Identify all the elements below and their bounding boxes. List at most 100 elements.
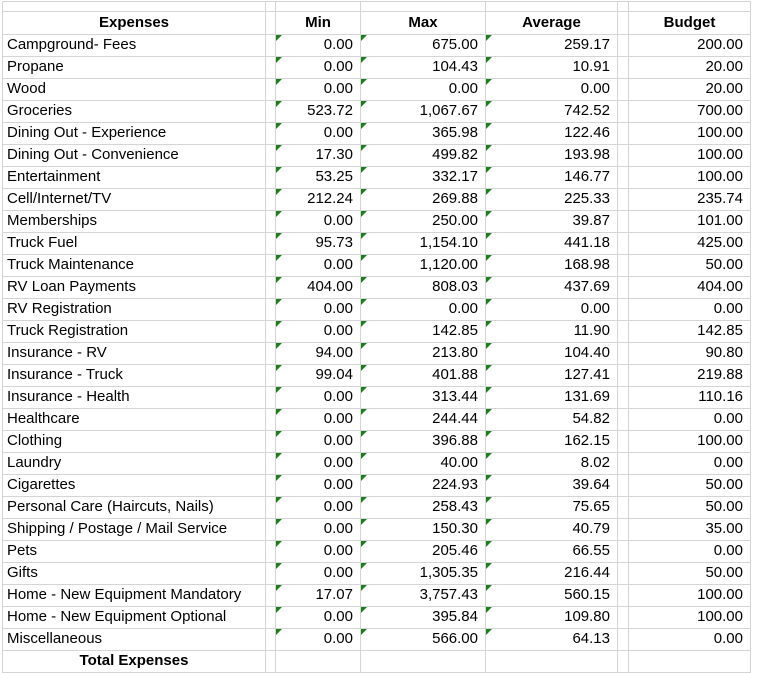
average-cell[interactable]: 127.41 (486, 365, 618, 387)
gap-cell[interactable] (266, 409, 276, 431)
min-cell[interactable]: 0.00 (276, 519, 361, 541)
max-cell[interactable]: 250.00 (361, 211, 486, 233)
average-cell[interactable]: 109.80 (486, 607, 618, 629)
min-cell[interactable]: 0.00 (276, 255, 361, 277)
gap-cell[interactable] (618, 453, 629, 475)
gap-cell[interactable] (618, 541, 629, 563)
gap-cell[interactable] (266, 563, 276, 585)
gap-cell[interactable] (266, 365, 276, 387)
average-cell[interactable]: 0.00 (486, 79, 618, 101)
min-cell[interactable]: 0.00 (276, 431, 361, 453)
budget-cell[interactable]: 100.00 (629, 607, 751, 629)
budget-cell[interactable]: 90.80 (629, 343, 751, 365)
expense-label-cell[interactable]: Propane (3, 57, 266, 79)
filler-cell[interactable] (276, 2, 361, 12)
expense-label-cell[interactable]: Insurance - RV (3, 343, 266, 365)
budget-cell[interactable]: 100.00 (629, 431, 751, 453)
expense-label-cell[interactable]: Shipping / Postage / Mail Service (3, 519, 266, 541)
gap-cell[interactable] (618, 431, 629, 453)
expense-label-cell[interactable]: Cigarettes (3, 475, 266, 497)
average-cell[interactable]: 104.40 (486, 343, 618, 365)
min-cell[interactable]: 0.00 (276, 299, 361, 321)
average-cell[interactable]: 216.44 (486, 563, 618, 585)
max-cell[interactable]: 142.85 (361, 321, 486, 343)
budget-cell[interactable]: 101.00 (629, 211, 751, 233)
gap-cell[interactable] (266, 255, 276, 277)
budget-cell[interactable]: 100.00 (629, 167, 751, 189)
expense-label-cell[interactable]: Entertainment (3, 167, 266, 189)
average-cell[interactable]: 39.87 (486, 211, 618, 233)
budget-cell[interactable]: 100.00 (629, 585, 751, 607)
expense-label-cell[interactable]: Pets (3, 541, 266, 563)
min-cell[interactable]: 0.00 (276, 409, 361, 431)
total-expenses-cell[interactable]: Total Expenses (3, 651, 266, 673)
max-cell[interactable]: 1,305.35 (361, 563, 486, 585)
min-cell[interactable]: 212.24 (276, 189, 361, 211)
average-cell[interactable]: 131.69 (486, 387, 618, 409)
average-cell[interactable]: 10.91 (486, 57, 618, 79)
min-cell[interactable]: 99.04 (276, 365, 361, 387)
max-cell[interactable]: 205.46 (361, 541, 486, 563)
budget-cell[interactable]: 100.00 (629, 145, 751, 167)
max-cell[interactable]: 3,757.43 (361, 585, 486, 607)
budget-cell[interactable]: 200.00 (629, 35, 751, 57)
filler-cell[interactable] (361, 2, 486, 12)
average-cell[interactable]: 259.17 (486, 35, 618, 57)
filler-cell[interactable] (629, 2, 751, 12)
max-cell[interactable]: 1,154.10 (361, 233, 486, 255)
min-cell[interactable]: 0.00 (276, 563, 361, 585)
gap-cell[interactable] (266, 145, 276, 167)
header-cell-average[interactable]: Average (486, 12, 618, 35)
budget-cell[interactable]: 404.00 (629, 277, 751, 299)
gap-cell[interactable] (266, 79, 276, 101)
gap-cell[interactable] (618, 167, 629, 189)
header-cell-max[interactable]: Max (361, 12, 486, 35)
gap-cell[interactable] (266, 431, 276, 453)
average-cell[interactable]: 742.52 (486, 101, 618, 123)
budget-cell[interactable]: 110.16 (629, 387, 751, 409)
header-cell-min[interactable]: Min (276, 12, 361, 35)
budget-cell[interactable]: 50.00 (629, 475, 751, 497)
min-cell[interactable]: 0.00 (276, 541, 361, 563)
average-cell[interactable]: 40.79 (486, 519, 618, 541)
expense-label-cell[interactable]: Groceries (3, 101, 266, 123)
gap-cell[interactable] (266, 233, 276, 255)
gap-cell[interactable] (266, 607, 276, 629)
budget-cell[interactable]: 235.74 (629, 189, 751, 211)
expense-label-cell[interactable]: Truck Registration (3, 321, 266, 343)
average-cell[interactable]: 162.15 (486, 431, 618, 453)
gap-cell[interactable] (618, 233, 629, 255)
gap-cell[interactable] (618, 629, 629, 651)
max-cell[interactable]: 675.00 (361, 35, 486, 57)
budget-cell[interactable]: 100.00 (629, 123, 751, 145)
min-cell[interactable]: 94.00 (276, 343, 361, 365)
min-cell[interactable]: 0.00 (276, 475, 361, 497)
gap-cell[interactable] (266, 629, 276, 651)
total-average-cell[interactable] (486, 651, 618, 673)
gap-cell[interactable] (618, 189, 629, 211)
gap-cell[interactable] (618, 277, 629, 299)
gap-cell[interactable] (618, 607, 629, 629)
budget-cell[interactable]: 20.00 (629, 57, 751, 79)
min-cell[interactable]: 0.00 (276, 211, 361, 233)
expense-label-cell[interactable]: Truck Fuel (3, 233, 266, 255)
min-cell[interactable]: 0.00 (276, 321, 361, 343)
min-cell[interactable]: 0.00 (276, 79, 361, 101)
min-cell[interactable]: 17.30 (276, 145, 361, 167)
expense-label-cell[interactable]: Gifts (3, 563, 266, 585)
gap-cell[interactable] (266, 453, 276, 475)
min-cell[interactable]: 0.00 (276, 629, 361, 651)
max-cell[interactable]: 313.44 (361, 387, 486, 409)
gap-cell[interactable] (618, 409, 629, 431)
gap-cell[interactable] (618, 12, 629, 35)
min-cell[interactable]: 17.07 (276, 585, 361, 607)
expense-label-cell[interactable]: Home - New Equipment Mandatory (3, 585, 266, 607)
min-cell[interactable]: 0.00 (276, 123, 361, 145)
budget-cell[interactable]: 50.00 (629, 497, 751, 519)
budget-cell[interactable]: 0.00 (629, 541, 751, 563)
expense-label-cell[interactable]: Healthcare (3, 409, 266, 431)
gap-cell[interactable] (618, 35, 629, 57)
budget-cell[interactable]: 142.85 (629, 321, 751, 343)
max-cell[interactable]: 104.43 (361, 57, 486, 79)
gap-cell[interactable] (618, 101, 629, 123)
